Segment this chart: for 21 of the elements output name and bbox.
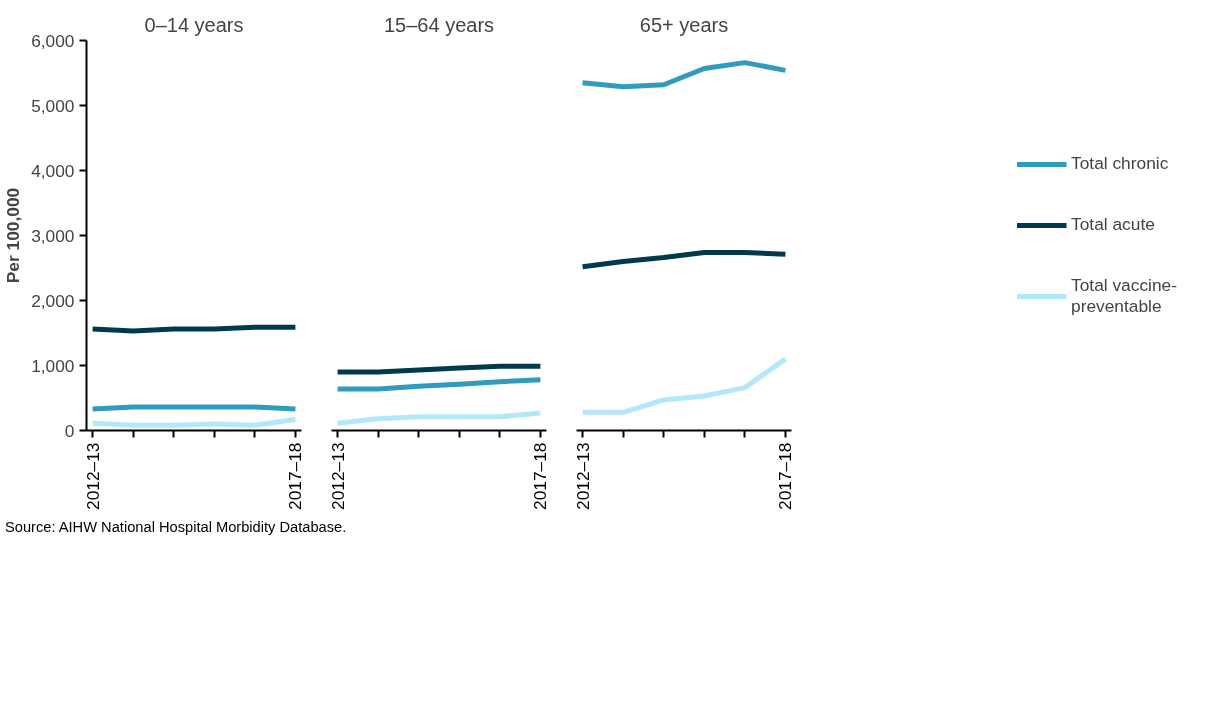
legend-label: Total acute [1071, 214, 1155, 235]
chart-title: 65+ years [639, 13, 729, 36]
chart-title: 15–64 years [383, 13, 495, 36]
x-tick-label: 2012–13 [327, 442, 348, 510]
y-axis-title: Per 100,000 [3, 187, 24, 284]
y-tick-label: 4,000 [31, 160, 75, 181]
y-tick-label: 3,000 [31, 225, 75, 246]
x-tick-label: 2017–18 [285, 442, 306, 510]
y-tick-label: 2,000 [31, 290, 75, 311]
legend-label: Total chronic [1071, 153, 1169, 174]
y-tick-label: 1,000 [31, 355, 75, 376]
y-tick-label: 0 [64, 420, 75, 441]
x-tick-label: 2012–13 [572, 442, 593, 510]
source-note: Source: AIHW National Hospital Morbidity Database. [5, 518, 347, 537]
y-tick-label: 6,000 [31, 30, 75, 51]
x-tick-label: 2012–13 [82, 442, 103, 510]
legend-label: Total vaccine-preventable [1071, 275, 1177, 317]
y-tick-label: 5,000 [31, 95, 75, 116]
x-tick-label: 2017–18 [775, 442, 796, 510]
chart-title: 0–14 years [144, 13, 244, 36]
x-tick-label: 2017–18 [530, 442, 551, 510]
